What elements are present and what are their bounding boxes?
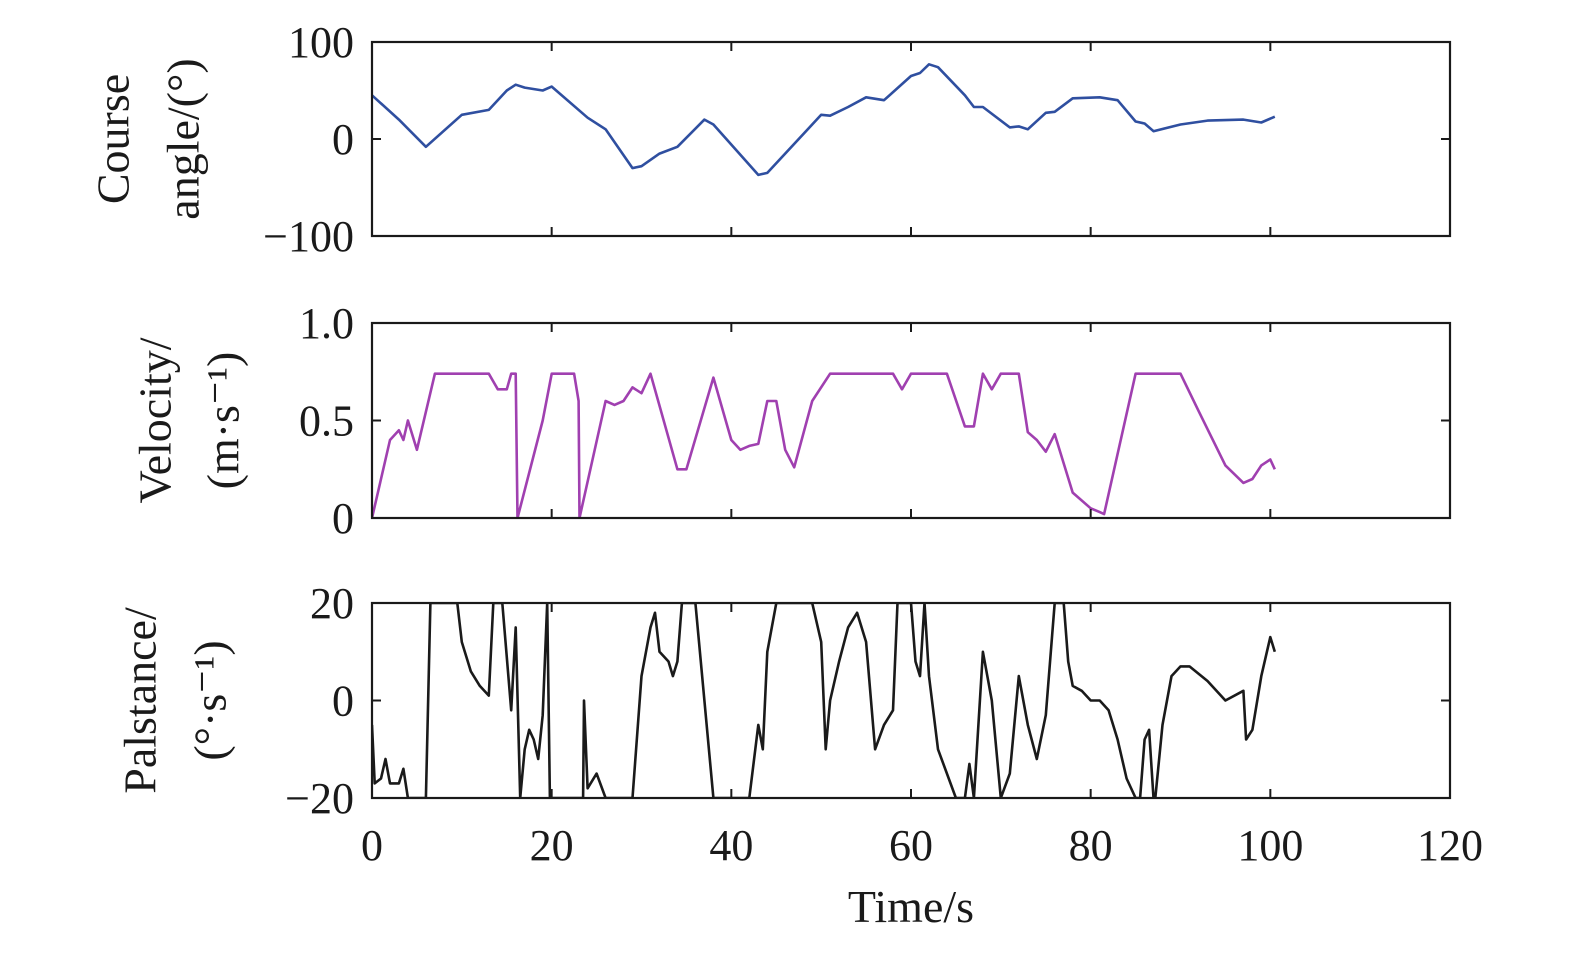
x-tick-label: 0 bbox=[361, 821, 383, 870]
panel-velocity: 0 0.5 1.0 Velocity/ (m·s⁻¹) bbox=[130, 299, 1452, 543]
x-axis-label: Time/s bbox=[848, 881, 974, 932]
panel-course-angle: −100 0 100 Course angle/(°) bbox=[88, 18, 1452, 261]
course-angle-y-axis-label: angle/(°) bbox=[158, 58, 209, 219]
course-angle-series-line bbox=[372, 63, 1276, 177]
y-tick-label: 0 bbox=[332, 677, 354, 726]
x-tick-label: 60 bbox=[889, 821, 933, 870]
velocity-axes-frame bbox=[370, 321, 1452, 520]
x-tick-label: 120 bbox=[1417, 821, 1483, 870]
y-tick-label: 100 bbox=[288, 18, 354, 67]
panel-palstance: −20 0 20 Palstance/ (°·s⁻¹) bbox=[115, 579, 1452, 823]
y-tick-label: 0 bbox=[332, 115, 354, 164]
palstance-y-axis-label: Palstance/ bbox=[115, 607, 166, 794]
velocity-y-axis-label: Velocity/ bbox=[130, 337, 181, 503]
x-tick-label: 20 bbox=[530, 821, 574, 870]
x-tick-label: 80 bbox=[1069, 821, 1113, 870]
course-angle-y-axis-label: Course bbox=[88, 74, 139, 204]
velocity-series-line bbox=[372, 372, 1276, 518]
y-tick-label: −100 bbox=[263, 212, 354, 261]
palstance-series-line bbox=[372, 603, 1277, 798]
y-tick-label: 1.0 bbox=[299, 299, 354, 348]
y-tick-label: 0.5 bbox=[299, 397, 354, 446]
velocity-y-axis-label: (m·s⁻¹) bbox=[198, 352, 249, 490]
course-angle-axes-frame bbox=[370, 40, 1452, 238]
x-tick-label: 40 bbox=[709, 821, 753, 870]
palstance-y-axis-label: (°·s⁻¹) bbox=[185, 640, 236, 760]
y-tick-label: 20 bbox=[310, 579, 354, 628]
x-tick-label: 100 bbox=[1237, 821, 1303, 870]
palstance-axes-frame bbox=[370, 601, 1452, 800]
y-tick-label: −20 bbox=[285, 774, 354, 823]
y-tick-label: 0 bbox=[332, 494, 354, 543]
